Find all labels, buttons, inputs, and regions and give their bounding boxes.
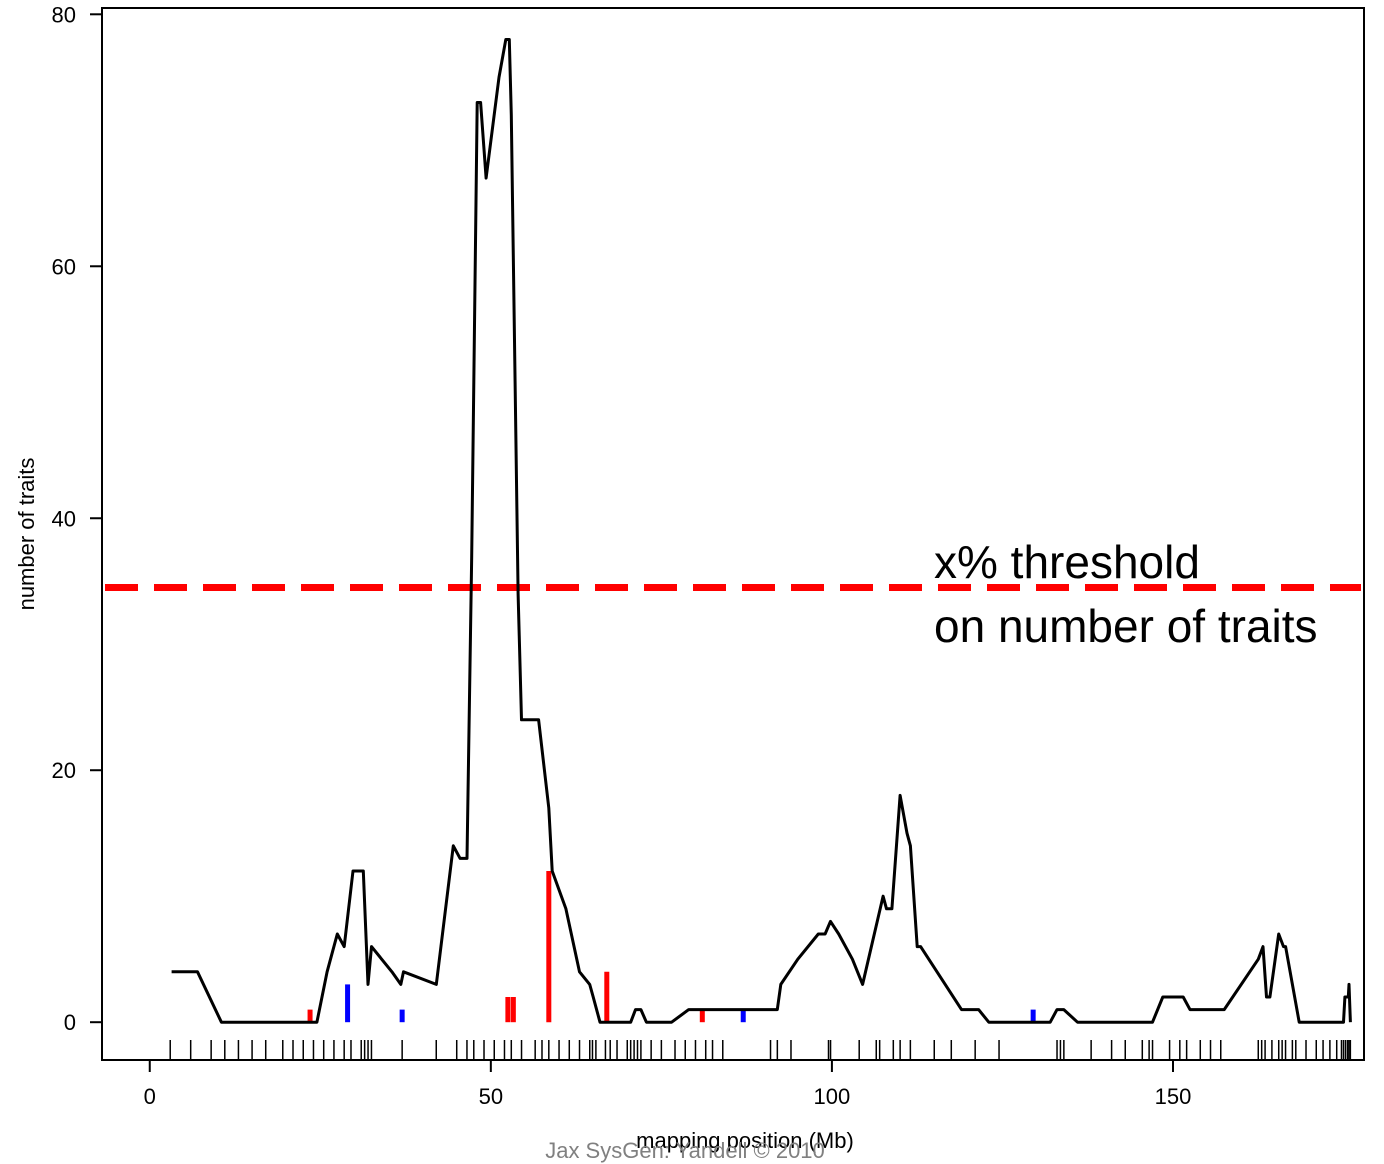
x-tick-label: 50 [479,1084,503,1109]
y-tick-label: 80 [52,2,76,27]
series-line [171,38,1352,1024]
y-axis: 0 20 40 60 80 [52,2,103,1035]
plot-frame [101,7,1365,1061]
annotation-line-1: x% threshold [934,536,1200,588]
rug-ticks [169,1040,1352,1059]
y-tick-label: 60 [52,254,76,279]
series-layer [171,38,1352,1024]
x-tick-label: 0 [144,1084,156,1109]
y-tick-label: 40 [52,506,76,531]
annotation-line-2: on number of traits [934,600,1318,652]
x-axis-title: mapping position (Mb) [636,1128,854,1153]
y-axis-title: number of traits [14,458,39,611]
footer-credit: Jax SysGen: Yandell © 2010 [545,1138,825,1163]
x-tick-label: 100 [814,1084,851,1109]
y-tick-label: 20 [52,758,76,783]
y-tick-label: 0 [64,1010,76,1035]
qtl-markers [307,871,1036,1023]
x-axis: 0 50 100 150 [144,1059,1192,1109]
x-tick-label: 150 [1155,1084,1192,1109]
